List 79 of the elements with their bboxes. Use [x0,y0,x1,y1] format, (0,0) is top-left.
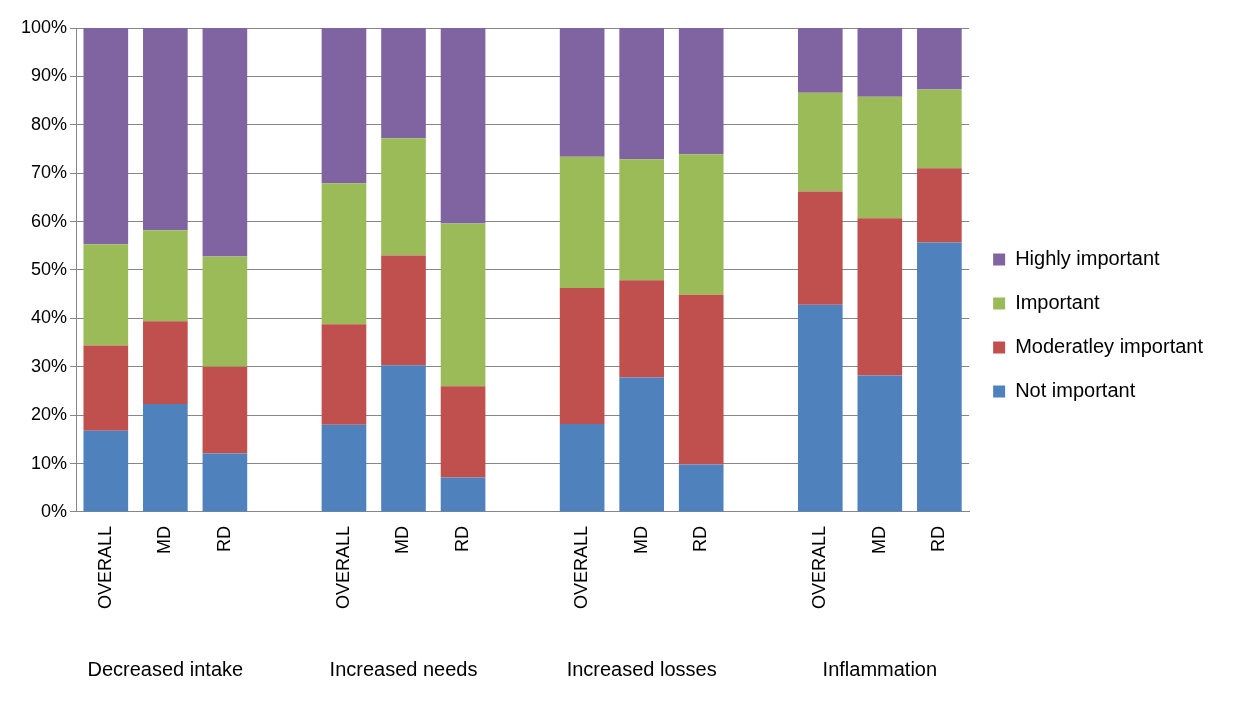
bar [619,377,664,512]
text: Increased losses [566,657,717,680]
bar [83,430,129,512]
bar [797,92,843,192]
x-tick-label: RD [452,525,473,552]
bar [917,242,962,512]
bar [381,255,426,366]
x-tick-label: MD [392,525,413,554]
legend-label: Moderatley important [1015,335,1204,358]
bar [917,168,962,243]
bar [321,324,367,425]
bar [83,345,129,431]
bar [202,256,248,367]
bar [619,28,664,160]
y-tick-label: 20% [31,404,68,425]
bar [83,28,129,245]
bar [678,28,724,155]
y-tick-label: 70% [31,162,68,183]
legend-label: Not important [1015,379,1136,402]
bar [678,154,724,295]
bar [797,304,843,512]
bar [917,89,962,169]
bar [559,28,605,157]
x-tick-label: MD [154,525,175,554]
bar [381,28,426,139]
bar [559,423,605,512]
bar [143,404,188,512]
y-tick-label: 100% [20,16,68,37]
bar [143,321,188,405]
bar [143,28,188,231]
x-tick-label: OVERALL [94,525,115,610]
bar [440,223,486,387]
bar [321,183,367,325]
text: Increased needs [329,657,478,680]
x-tick-label: RD [690,525,711,552]
x-tick-label: OVERALL [332,525,353,610]
y-tick-label: 60% [31,210,68,231]
y-tick-label: 50% [31,258,68,279]
bar [440,386,486,478]
bar [202,28,248,257]
bar [797,191,843,305]
legend-label: Important [1015,291,1101,314]
x-tick-label: RD [213,525,234,552]
y-tick-label: 40% [31,307,68,328]
bar [440,477,486,512]
bar [440,28,486,224]
bar [857,218,903,376]
bar [381,138,426,256]
x-tick-label: MD [630,525,651,554]
bar [321,28,367,184]
bar [917,28,962,90]
bar [143,230,188,322]
bar [559,156,605,288]
bar [559,287,605,424]
bar [619,159,664,281]
bar [857,375,903,512]
y-tick-label: 30% [31,355,68,376]
bar [797,28,843,93]
bar [202,453,248,512]
y-tick-label: 80% [31,113,68,134]
text: Inflammation [822,657,938,680]
bar [678,294,724,465]
x-tick-label: OVERALL [571,525,592,610]
bar [321,424,367,512]
bar [619,280,664,378]
bar [857,96,903,219]
x-tick-label: OVERALL [809,525,830,610]
y-tick-label: 10% [31,452,68,473]
text: Decreased intake [87,657,244,680]
bar [83,244,129,346]
bar [381,365,426,512]
y-tick-label: 90% [31,65,68,86]
legend-label: Highly important [1015,247,1161,270]
x-tick-label: MD [868,525,889,554]
bar [202,366,248,454]
bar [857,28,903,97]
y-tick-label: 0% [41,500,68,521]
bar [678,464,724,512]
x-tick-label: RD [928,525,949,552]
